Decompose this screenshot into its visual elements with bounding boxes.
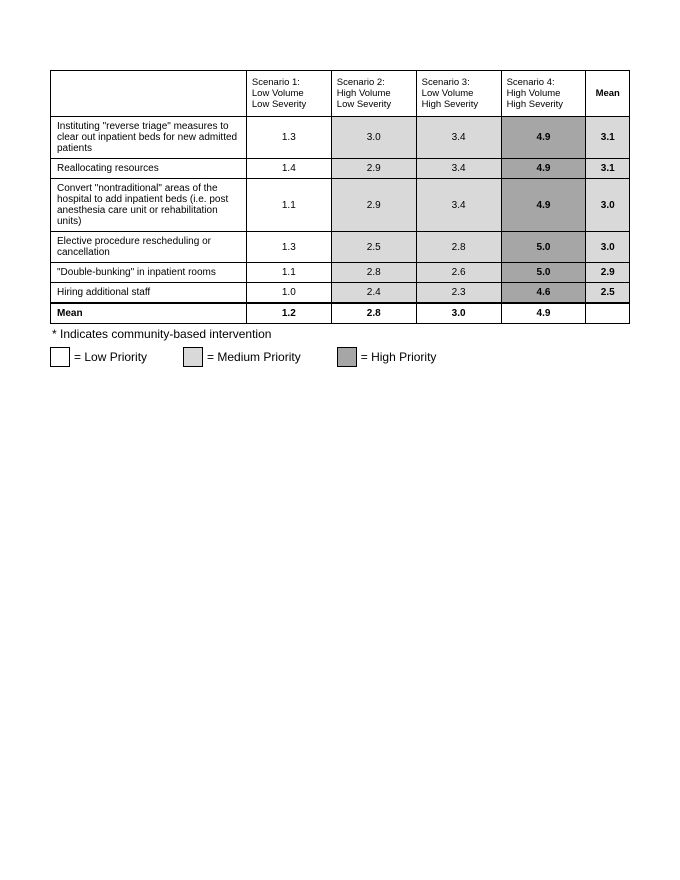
legend-low: = Low Priority xyxy=(50,347,147,367)
cell-1-1: 2.9 xyxy=(331,159,416,179)
header-blank xyxy=(51,71,247,117)
row-desc: Instituting "reverse triage" measures to… xyxy=(51,117,247,159)
cell-1-3: 4.9 xyxy=(501,159,586,179)
row-mean: 3.1 xyxy=(586,159,630,179)
swatch-high xyxy=(337,347,357,367)
mean-cell-0: 1.2 xyxy=(246,303,331,324)
cell-2-2: 3.4 xyxy=(416,179,501,232)
column-header-2: Scenario 3:Low VolumeHigh Severity xyxy=(416,71,501,117)
cell-0-2: 3.4 xyxy=(416,117,501,159)
table-row: "Double-bunking" in inpatient rooms1.12.… xyxy=(51,263,630,283)
cell-5-0: 1.0 xyxy=(246,283,331,304)
row-desc: Reallocating resources xyxy=(51,159,247,179)
mean-header: Mean xyxy=(586,71,630,117)
swatch-low xyxy=(50,347,70,367)
cell-3-1: 2.5 xyxy=(331,232,416,263)
legend: = Low Priority = Medium Priority = High … xyxy=(50,347,630,367)
cell-0-0: 1.3 xyxy=(246,117,331,159)
mean-row-empty xyxy=(586,303,630,324)
cell-3-2: 2.8 xyxy=(416,232,501,263)
row-mean: 3.0 xyxy=(586,179,630,232)
header-row: Scenario 1:Low VolumeLow SeverityScenari… xyxy=(51,71,630,117)
table-row: Elective procedure rescheduling or cance… xyxy=(51,232,630,263)
legend-medium-label: = Medium Priority xyxy=(207,350,301,364)
mean-cell-1: 2.8 xyxy=(331,303,416,324)
legend-high: = High Priority xyxy=(337,347,437,367)
cell-4-1: 2.8 xyxy=(331,263,416,283)
mean-cell-3: 4.9 xyxy=(501,303,586,324)
cell-5-1: 2.4 xyxy=(331,283,416,304)
column-header-1: Scenario 2:High VolumeLow Severity xyxy=(331,71,416,117)
cell-5-3: 4.6 xyxy=(501,283,586,304)
mean-row: Mean1.22.83.04.9 xyxy=(51,303,630,324)
legend-high-label: = High Priority xyxy=(361,350,437,364)
cell-3-0: 1.3 xyxy=(246,232,331,263)
legend-medium: = Medium Priority xyxy=(183,347,301,367)
legend-low-label: = Low Priority xyxy=(74,350,147,364)
row-desc: Hiring additional staff xyxy=(51,283,247,304)
column-header-3: Scenario 4:High VolumeHigh Severity xyxy=(501,71,586,117)
row-mean: 2.9 xyxy=(586,263,630,283)
cell-4-0: 1.1 xyxy=(246,263,331,283)
cell-1-2: 3.4 xyxy=(416,159,501,179)
cell-2-1: 2.9 xyxy=(331,179,416,232)
cell-0-1: 3.0 xyxy=(331,117,416,159)
cell-1-0: 1.4 xyxy=(246,159,331,179)
cell-2-0: 1.1 xyxy=(246,179,331,232)
mean-cell-2: 3.0 xyxy=(416,303,501,324)
swatch-medium xyxy=(183,347,203,367)
page-container: Scenario 1:Low VolumeLow SeverityScenari… xyxy=(0,0,680,367)
column-header-0: Scenario 1:Low VolumeLow Severity xyxy=(246,71,331,117)
mean-row-label: Mean xyxy=(51,303,247,324)
cell-4-3: 5.0 xyxy=(501,263,586,283)
priority-table: Scenario 1:Low VolumeLow SeverityScenari… xyxy=(50,70,630,324)
row-desc: Convert "nontraditional" areas of the ho… xyxy=(51,179,247,232)
table-row: Hiring additional staff1.02.42.34.62.5 xyxy=(51,283,630,304)
table-row: Reallocating resources1.42.93.44.93.1 xyxy=(51,159,630,179)
cell-2-3: 4.9 xyxy=(501,179,586,232)
row-desc: Elective procedure rescheduling or cance… xyxy=(51,232,247,263)
table-row: Convert "nontraditional" areas of the ho… xyxy=(51,179,630,232)
cell-5-2: 2.3 xyxy=(416,283,501,304)
cell-0-3: 4.9 xyxy=(501,117,586,159)
table-row: Instituting "reverse triage" measures to… xyxy=(51,117,630,159)
cell-4-2: 2.6 xyxy=(416,263,501,283)
row-mean: 3.1 xyxy=(586,117,630,159)
footnote: * Indicates community-based intervention xyxy=(52,327,630,341)
row-mean: 2.5 xyxy=(586,283,630,304)
cell-3-3: 5.0 xyxy=(501,232,586,263)
row-desc: "Double-bunking" in inpatient rooms xyxy=(51,263,247,283)
row-mean: 3.0 xyxy=(586,232,630,263)
